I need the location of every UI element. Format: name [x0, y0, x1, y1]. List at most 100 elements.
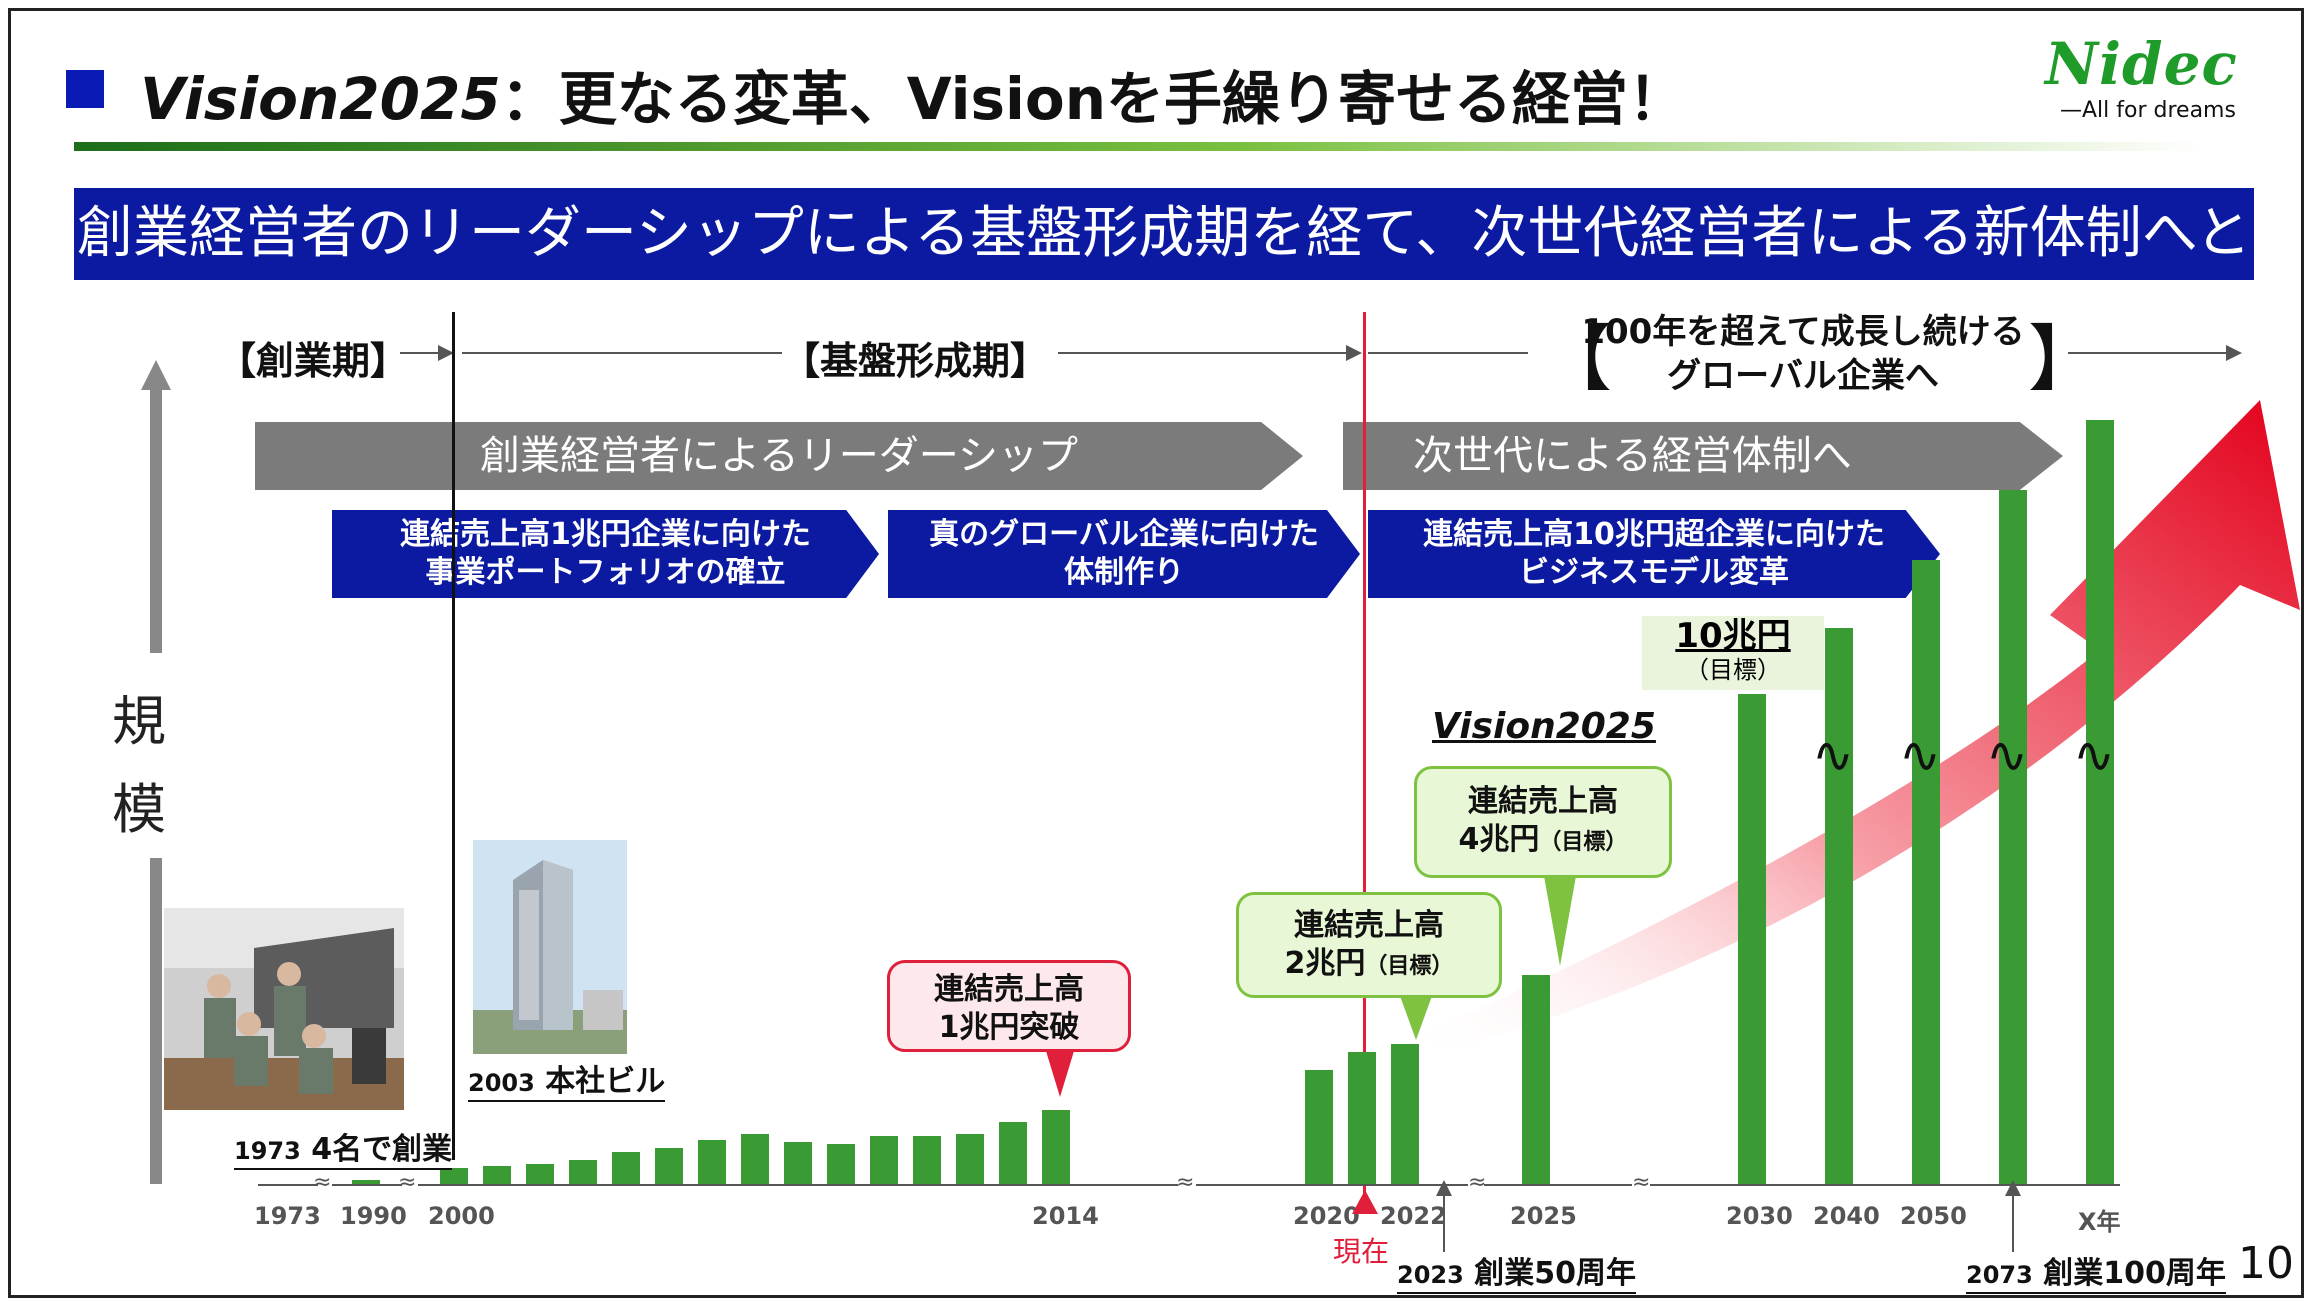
phase-arrow-line	[400, 352, 440, 354]
phase-next-line2: グローバル企業へ	[1667, 356, 1939, 396]
axis-break-mark: ≈	[1632, 1170, 1651, 1195]
bar	[569, 1160, 597, 1184]
callout-4-trillion-tail	[1544, 876, 1576, 966]
gray-arrow-founder: 創業経営者によるリーダーシップ	[255, 422, 1303, 490]
year-label: 1990	[340, 1202, 407, 1230]
phase-arrow-head	[2226, 345, 2242, 361]
page-number: 10	[2238, 1238, 2294, 1289]
slide-frame	[8, 8, 2304, 1298]
baseline	[1484, 1184, 1632, 1186]
axis-break-mark: ≈	[398, 1170, 417, 1195]
pointer-2073-head	[2005, 1180, 2021, 1196]
bar-2021	[1348, 1052, 1376, 1184]
bar	[741, 1134, 769, 1184]
callout-4-trillion-line2: 4兆円（目標）	[1417, 821, 1669, 862]
phase-arrow-line	[462, 352, 782, 354]
bar	[999, 1122, 1027, 1184]
phase-next-line1: 100年を超えて成長し続ける	[1581, 312, 2025, 352]
nidec-logo: Nidec	[2045, 30, 2238, 98]
growth-arrow	[1410, 400, 2300, 1060]
callout-4-trillion: 連結売上高 4兆円（目標）	[1414, 766, 1672, 878]
year-label: 2050	[1900, 1202, 1967, 1230]
target-10-trillion: 10兆円 （目標）	[1642, 616, 1824, 690]
baseline	[1650, 1184, 2120, 1186]
callout-2-trillion-main: 2兆円	[1284, 946, 1366, 981]
note-100th-year: 2073	[1966, 1261, 2033, 1289]
hq-building-photo	[473, 840, 627, 1054]
year-label: 2030	[1726, 1202, 1793, 1230]
callout-2-trillion-tail	[1400, 996, 1432, 1040]
title-vision: Vision2025	[140, 65, 501, 133]
year-label: 2022	[1380, 1202, 1447, 1230]
year-label: 2020	[1293, 1202, 1360, 1230]
year-label: 2014	[1032, 1202, 1099, 1230]
note-100th: 2073 創業100周年	[1966, 1248, 2226, 1294]
target-10-trillion-main: 10兆円	[1675, 616, 1791, 656]
note-50th-text: 創業50周年	[1474, 1256, 1636, 1291]
bar-2050	[1912, 560, 1940, 1184]
note-50th: 2023 創業50周年	[1397, 1248, 1636, 1294]
bar	[483, 1166, 511, 1184]
callout-1-trillion-tail	[1046, 1051, 1074, 1097]
blue-arrow-business-model-line2: ビジネスモデル変革	[1519, 555, 1789, 590]
callout-2-trillion-line1: 連結売上高	[1294, 908, 1444, 943]
scale-arrow-head	[141, 360, 171, 390]
blue-arrow-portfolio-line1: 連結売上高1兆円企業に向けた	[400, 517, 811, 552]
bar	[526, 1164, 554, 1184]
current-marker-triangle	[1352, 1190, 1378, 1214]
note-100th-text: 創業100周年	[2043, 1256, 2226, 1291]
bar-2040	[1825, 628, 1853, 1184]
year-label: 2000	[428, 1202, 495, 1230]
blue-arrow-global-line2: 体制作り	[1064, 555, 1184, 590]
phase-arrow-line	[1368, 352, 1528, 354]
gray-arrow-nextgen: 次世代による経営体制へ	[1343, 422, 2063, 490]
vision2025-label: Vision2025	[1432, 706, 1656, 747]
callout-2-trillion-line2: 2兆円（目標）	[1239, 945, 1499, 986]
wave-break-mark: ∿	[1812, 726, 1854, 784]
divider-2000	[452, 312, 455, 1160]
note-founding-text: 4名で創業	[311, 1132, 453, 1167]
current-marker-label: 現在	[1333, 1235, 1390, 1268]
bar	[655, 1148, 683, 1184]
target-10-trillion-sub: （目標）	[1685, 656, 1781, 684]
callout-2-trillion-sub: （目標）	[1365, 954, 1454, 979]
year-label: 2025	[1510, 1202, 1577, 1230]
blue-arrow-business-model: 連結売上高10兆円超企業に向けた ビジネスモデル変革	[1368, 510, 1940, 598]
bar	[698, 1140, 726, 1184]
blue-arrow-global-line1: 真のグローバル企業に向けた	[929, 517, 1319, 552]
callout-4-trillion-line1: 連結売上高	[1468, 784, 1618, 819]
baseline	[418, 1184, 1178, 1186]
slide-title: Vision2025：更なる変革、Visionを手繰り寄せる経営！	[140, 52, 1686, 136]
callout-4-trillion-sub: （目標）	[1539, 830, 1628, 855]
axis-break-mark: ≈	[1176, 1170, 1195, 1195]
callout-1-trillion-line1: 連結売上高	[934, 972, 1084, 1007]
note-hq-text: 本社ビル	[545, 1064, 666, 1099]
baseline	[258, 1184, 318, 1186]
headline-banner: 創業経営者のリーダーシップによる基盤形成期を経て、次世代経営者による新体制へと脱…	[74, 188, 2254, 358]
note-hq-year: 2003	[468, 1069, 535, 1097]
blue-arrow-business-model-line1: 連結売上高10兆円超企業に向けた	[1423, 517, 1885, 552]
bar	[956, 1134, 984, 1184]
phase-arrow-line	[1058, 352, 1348, 354]
note-founding: 1973 4名で創業	[234, 1124, 453, 1170]
scale-label-char2: 模	[112, 778, 166, 841]
phase-arrow-head	[1346, 345, 1362, 361]
wave-break-mark: ∿	[2073, 726, 2115, 784]
bar	[784, 1142, 812, 1184]
blue-arrow-portfolio-line2: 事業ポートフォリオの確立	[425, 555, 786, 590]
axis-break-mark: ≈	[1468, 1170, 1487, 1195]
scale-arrow-lower	[150, 858, 162, 1184]
bar	[913, 1136, 941, 1184]
scale-arrow-upper	[150, 388, 162, 653]
callout-2-trillion: 連結売上高 2兆円（目標）	[1236, 892, 1502, 998]
blue-arrow-global: 真のグローバル企業に向けた 体制作り	[888, 510, 1360, 598]
phase-next: 100年を超えて成長し続ける グローバル企業へ	[1568, 310, 2038, 398]
wave-break-mark: ∿	[1899, 726, 1941, 784]
bar	[440, 1168, 468, 1184]
bar-2025	[1522, 975, 1550, 1184]
baseline	[332, 1184, 402, 1186]
bar-2020	[1305, 1070, 1333, 1184]
phase-arrow-line	[2068, 352, 2228, 354]
bar-2030	[1738, 694, 1766, 1184]
logo-tagline: —All for dreams	[2060, 98, 2236, 123]
